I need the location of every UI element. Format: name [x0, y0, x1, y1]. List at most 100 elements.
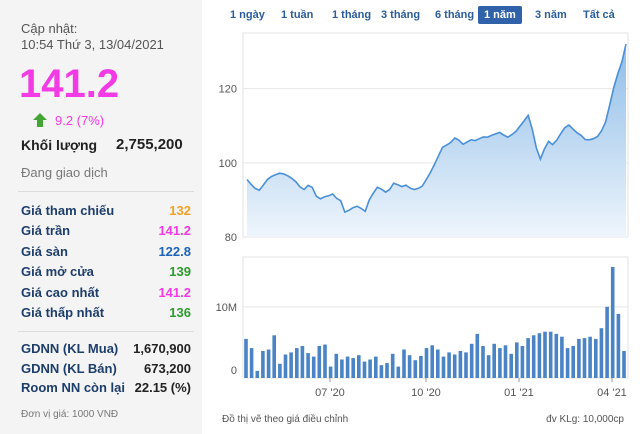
trading-status: Đang giao dịch [21, 165, 108, 180]
volume-bar [543, 331, 547, 378]
divider [18, 191, 194, 192]
volume-bar [447, 352, 451, 378]
volume-bar [537, 333, 542, 378]
current-price: 141.2 [19, 62, 120, 106]
volume-bar [520, 346, 525, 378]
foreign-row-label: Room NN còn lại [21, 380, 126, 395]
volume-bar [272, 335, 276, 378]
volume-unit-note: đv KLg: 10,000cp [546, 414, 624, 425]
volume-plot-frame [242, 256, 629, 379]
volume-bar [402, 349, 406, 378]
tab-1-tháng[interactable]: 1 tháng [332, 9, 372, 21]
volume-bar [317, 346, 322, 378]
volume-bar [289, 352, 293, 378]
tab-1-tuần[interactable]: 1 tuần [281, 9, 314, 21]
volume-bar [441, 356, 446, 378]
tab-3-năm[interactable]: 3 năm [535, 9, 567, 21]
volume-bar [255, 370, 260, 378]
unit-note: Đơn vị giá: 1000 VNĐ [21, 409, 119, 420]
price-row-label: Giá thấp nhất [21, 305, 105, 320]
volume-bar [599, 328, 604, 378]
foreign-row-value: 1,670,900 [133, 341, 191, 356]
volume-bar [374, 356, 378, 378]
volume-bar [334, 353, 339, 378]
volume-bar [311, 356, 316, 378]
volume-bar [560, 336, 564, 378]
price-row-label: Giá mở cửa [21, 264, 94, 280]
price-row-value: 139 [169, 264, 191, 280]
chart-footnote: Đồ thị vẽ theo giá điều chỉnh [222, 414, 349, 425]
volume-bar [413, 360, 418, 378]
price-tick-label: 100 [219, 158, 237, 170]
volume-bar [565, 348, 570, 378]
tab-3-tháng[interactable]: 3 tháng [381, 9, 421, 21]
volume-bar [458, 351, 463, 378]
foreign-row: GDNN (KL Bán) 673,200 [21, 361, 191, 379]
tab-1-ngày[interactable]: 1 ngày [230, 9, 265, 21]
price-row-label: Giá cao nhất [21, 284, 100, 300]
volume-bar [328, 366, 333, 378]
volume-bar [492, 343, 496, 378]
volume-bar [481, 346, 485, 378]
volume-bar [385, 363, 389, 378]
volume-bar [464, 352, 468, 378]
price-row-value: 122.8 [158, 243, 191, 259]
volume-bar [588, 336, 592, 378]
volume-bar [452, 354, 457, 378]
volume-bar [610, 267, 615, 378]
foreign-row: GDNN (KL Mua) 1,670,900 [21, 341, 191, 359]
volume-bar [368, 359, 372, 378]
price-tick-label: 120 [219, 84, 237, 96]
price-change: 9.2 (7%) [33, 112, 104, 128]
price-row: Giá sàn 122.8 [21, 244, 191, 262]
volume-bar [407, 355, 412, 378]
volume-bar [531, 335, 536, 378]
volume-bar [278, 363, 282, 378]
updated-time: 10:54 Thứ 3, 13/04/2021 [21, 37, 164, 52]
tab-Tất-cả[interactable]: Tất cả [583, 9, 615, 21]
price-tick-label: 80 [225, 232, 237, 244]
tab-6-tháng[interactable]: 6 tháng [435, 9, 475, 21]
x-tick-label: 07 '20 [315, 387, 345, 399]
volume-bar [266, 349, 271, 378]
volume-bar [469, 343, 474, 378]
volume-value: 2,755,200 [116, 136, 183, 153]
price-row-label: Giá tham chiếu [21, 203, 115, 218]
volume-bar [379, 365, 384, 378]
price-row-value: 141.2 [158, 223, 191, 239]
price-row-value: 132 [169, 203, 191, 218]
updated-label: Cập nhật: [21, 21, 78, 36]
volume-bar [295, 348, 299, 378]
volume-bar [622, 351, 626, 378]
change-value: 9.2 (7%) [55, 112, 105, 128]
volume-bar [509, 353, 513, 378]
price-row: Giá trần 141.2 [21, 223, 191, 241]
volume-bar [351, 358, 355, 378]
x-tick-label: 01 '21 [504, 387, 534, 399]
volume-bar [582, 338, 587, 378]
volume-bar [503, 345, 508, 378]
volume-bar [605, 306, 609, 378]
volume-bar [340, 359, 344, 378]
price-row-value: 136 [169, 305, 191, 320]
volume-bar [475, 333, 480, 378]
volume-bar [436, 349, 440, 378]
volume-bar [498, 348, 502, 378]
volume-bar [430, 345, 434, 378]
volume-bar [283, 354, 288, 378]
volume-bar [390, 353, 395, 378]
volume-bar [306, 353, 310, 378]
volume-bar [548, 331, 553, 378]
price-row: Giá mở cửa 139 [21, 264, 191, 282]
volume-bar [357, 355, 361, 378]
x-tick-label: 04 '21 [597, 387, 627, 399]
up-arrow-icon [33, 113, 47, 127]
foreign-row-label: GDNN (KL Mua) [21, 341, 119, 356]
price-row-label: Giá sàn [21, 243, 68, 259]
tab-1-năm[interactable]: 1 năm [478, 6, 522, 24]
price-line [246, 43, 627, 214]
foreign-row-value: 22.15 (%) [134, 380, 191, 395]
foreign-row: Room NN còn lại 22.15 (%) [21, 380, 191, 398]
price-area [247, 44, 626, 237]
volume-bar [554, 333, 559, 378]
